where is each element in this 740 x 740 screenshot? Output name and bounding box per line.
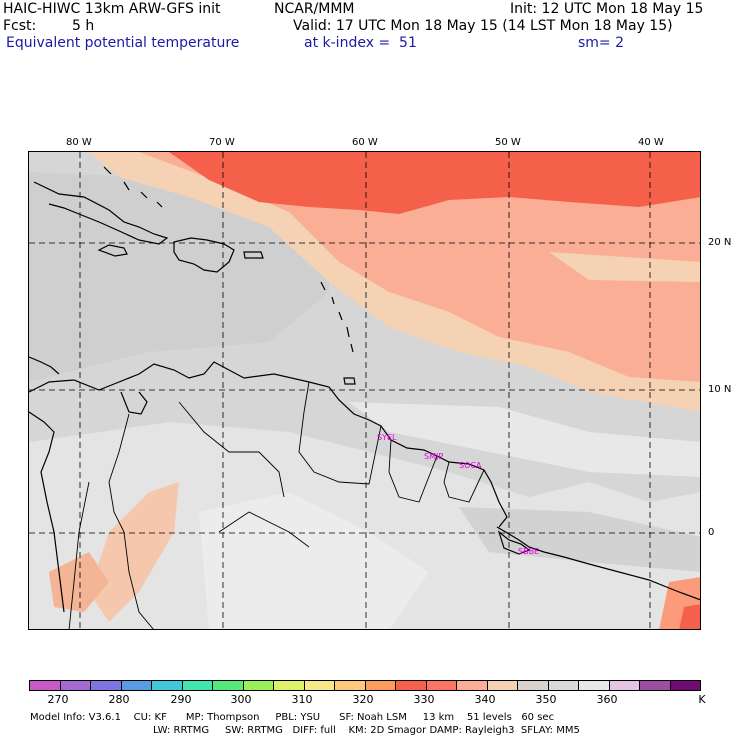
coast-jamaica	[97, 244, 128, 257]
field-name: Equivalent potential temperature	[6, 35, 240, 51]
field-light-gulf	[349, 402, 701, 477]
colorbar-swatch	[120, 681, 151, 690]
colorbar-swatch	[486, 681, 517, 690]
field-peach-streak	[549, 252, 701, 282]
colorbar-swatch	[608, 681, 639, 690]
colorbar-label-310: 310	[291, 693, 313, 706]
colorbar-unit: K	[698, 693, 706, 706]
colorbar-swatch	[242, 681, 273, 690]
lon-label-50w: 50 W	[495, 137, 521, 148]
level-info: at k-index = 51	[304, 35, 417, 51]
coast-bahamas	[103, 166, 163, 208]
lat-label-0: 0	[708, 527, 715, 538]
colorbar-label-350: 350	[535, 693, 557, 706]
colorbar-swatch	[181, 681, 212, 690]
country-borders	[68, 381, 485, 630]
coast-trinidad	[343, 377, 356, 385]
footer-physics: LW: RRTMG SW: RRTMG DIFF: full KM: 2D Sm…	[153, 725, 580, 736]
colorbar-swatch	[59, 681, 90, 690]
field-andes-spot	[49, 552, 109, 612]
colorbar-label-280: 280	[108, 693, 130, 706]
border-south	[218, 511, 310, 548]
colorbar-swatch	[273, 681, 304, 690]
coast-panama	[29, 356, 60, 375]
colorbar-swatch	[517, 681, 548, 690]
colorbar-label-360: 360	[596, 693, 618, 706]
init-time: Init: 12 UTC Mon 18 May 15	[510, 1, 704, 17]
footer-model-info: Model Info: V3.6.1 CU: KF MP: Thompson P…	[30, 712, 555, 723]
station-soca: SOCA	[459, 461, 482, 470]
fcst-value: 5 h	[72, 18, 95, 34]
colorbar-swatch	[425, 681, 456, 690]
lon-label-60w: 60 W	[352, 137, 378, 148]
coast-cuba	[33, 181, 169, 245]
field-salmon	[139, 152, 701, 382]
colorbar-swatch	[334, 681, 365, 690]
lon-label-40w: 40 W	[638, 137, 664, 148]
org-label: NCAR/MMM	[274, 1, 355, 17]
field-red-top	[479, 152, 701, 192]
station-syel: SYEL	[377, 433, 397, 442]
lon-label-80w: 80 W	[66, 137, 92, 148]
colorbar-swatch	[456, 681, 487, 690]
field-light-amazon	[199, 492, 429, 630]
colorbar-swatch	[212, 681, 243, 690]
colorbar-label-320: 320	[352, 693, 374, 706]
colorbar-label-330: 330	[413, 693, 435, 706]
lat-label-10n: 10 N	[708, 384, 732, 395]
map-frame	[28, 151, 701, 630]
colorbar-label-270: 270	[47, 693, 69, 706]
colorbar-swatch	[151, 681, 182, 690]
colorbar-swatch	[547, 681, 578, 690]
colorbar-swatch	[578, 681, 609, 690]
station-sbbe: SBBE	[518, 547, 539, 556]
fcst-label: Fcst:	[3, 18, 37, 34]
colorbar-swatch	[639, 681, 670, 690]
lon-label-70w: 70 W	[209, 137, 235, 148]
border-brazil-west	[68, 481, 90, 630]
field-light-south	[29, 422, 701, 630]
border-guyana	[298, 381, 382, 485]
field-se-red	[679, 604, 701, 630]
smoothing-info: sm= 2	[578, 35, 625, 51]
colorbar-label-300: 300	[230, 693, 252, 706]
colorbar-swatch	[669, 681, 700, 690]
lat-lon-grid	[29, 152, 701, 630]
colorbar-swatch	[90, 681, 121, 690]
valid-time: Valid: 17 UTC Mon 18 May 15 (14 LST Mon …	[293, 18, 673, 34]
colorbar-swatch	[395, 681, 426, 690]
lat-label-20n: 20 N	[708, 237, 732, 248]
border-suriname	[388, 439, 438, 503]
border-colombia-venezuela	[108, 413, 155, 630]
colorbar	[29, 680, 701, 691]
model-title: HAIC-HIWC 13km ARW-GFS init	[3, 1, 221, 17]
coast-maracaibo	[120, 391, 148, 415]
field-andes-patch	[89, 482, 179, 622]
coast-amazon-delta	[496, 526, 701, 601]
border-venezuela-brazil	[178, 401, 285, 498]
colorbar-swatch	[303, 681, 334, 690]
colorbar-label-290: 290	[170, 693, 192, 706]
colorbar-swatch	[364, 681, 395, 690]
theta-e-map: SYEL SMJP SOCA SBBE	[29, 152, 701, 630]
field-gray-band	[459, 507, 701, 572]
station-smjp: SMJP	[424, 452, 443, 461]
coast-south-america-north	[29, 361, 508, 528]
colorbar-swatch	[30, 681, 60, 690]
colorbar-label-340: 340	[474, 693, 496, 706]
coast-marajo	[497, 530, 531, 555]
coast-lesser-antilles	[320, 281, 354, 353]
coast-puerto-rico	[243, 251, 264, 259]
border-fr-guiana	[443, 461, 485, 503]
coast-pacific	[29, 411, 65, 613]
